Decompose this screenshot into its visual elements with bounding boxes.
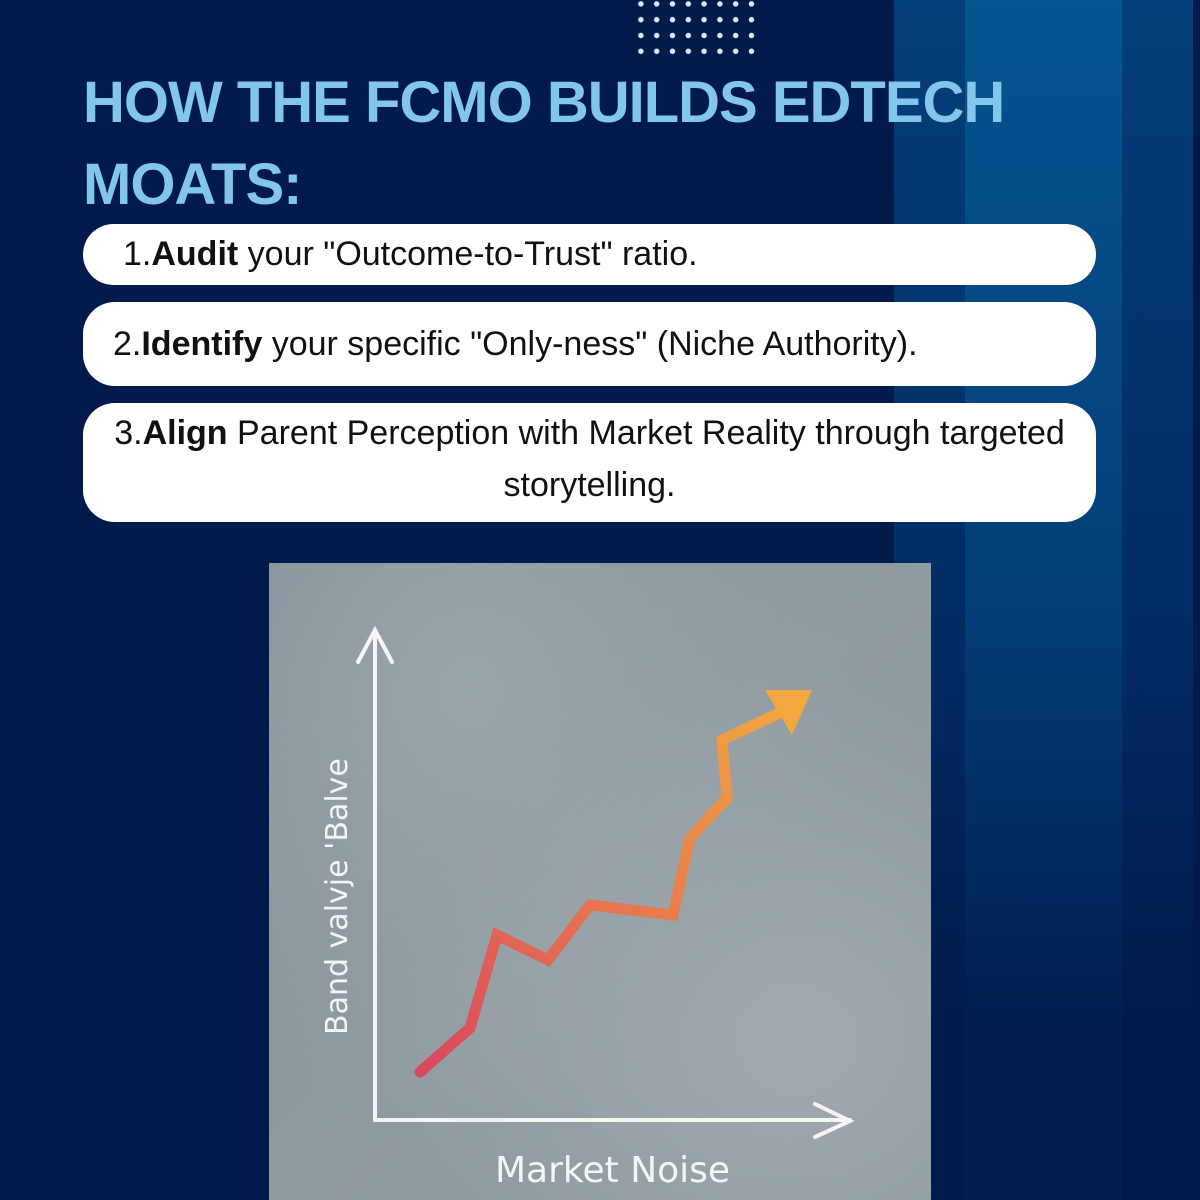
step-number: 1.	[123, 235, 152, 273]
y-axis-arrowhead	[356, 625, 394, 664]
x-axis-label: Market Noise	[495, 1150, 730, 1191]
step-number: 3.	[114, 414, 143, 452]
page-title: HOW THE FCMO BUILDS EDTECH MOATS:	[83, 70, 1005, 217]
dot-pattern-decoration	[637, 0, 761, 60]
step-2: 2.Identify your specific "Only-ness" (Ni…	[83, 302, 1096, 386]
step-text: Parent Perception with Market Reality th…	[227, 414, 1075, 504]
growth-line	[414, 702, 796, 1078]
step-number: 2.	[113, 325, 142, 363]
background-stripe	[965, 0, 1122, 1200]
step-text: your specific "Only-ness" (Niche Authori…	[262, 325, 918, 363]
step-keyword: Align	[142, 414, 228, 452]
background-stripe	[1122, 0, 1193, 1200]
step-3: 3.Align Parent Perception with Market Re…	[83, 403, 1096, 522]
growth-chart-illustration: Band valvje 'Balve Market Noise	[269, 563, 931, 1200]
x-axis-arrowhead	[813, 1102, 855, 1139]
growth-arrowhead-icon	[765, 690, 812, 735]
step-1: 1.Audit your "Outcome-to-Trust" ratio.	[83, 224, 1096, 285]
step-text: your "Outcome-to-Trust" ratio.	[238, 235, 698, 273]
chalk-drawing: Band valvje 'Balve Market Noise	[320, 625, 855, 1191]
step-keyword: Audit	[151, 235, 239, 273]
step-keyword: Identify	[141, 325, 263, 363]
y-axis-label: Band valvje 'Balve	[320, 758, 355, 1035]
